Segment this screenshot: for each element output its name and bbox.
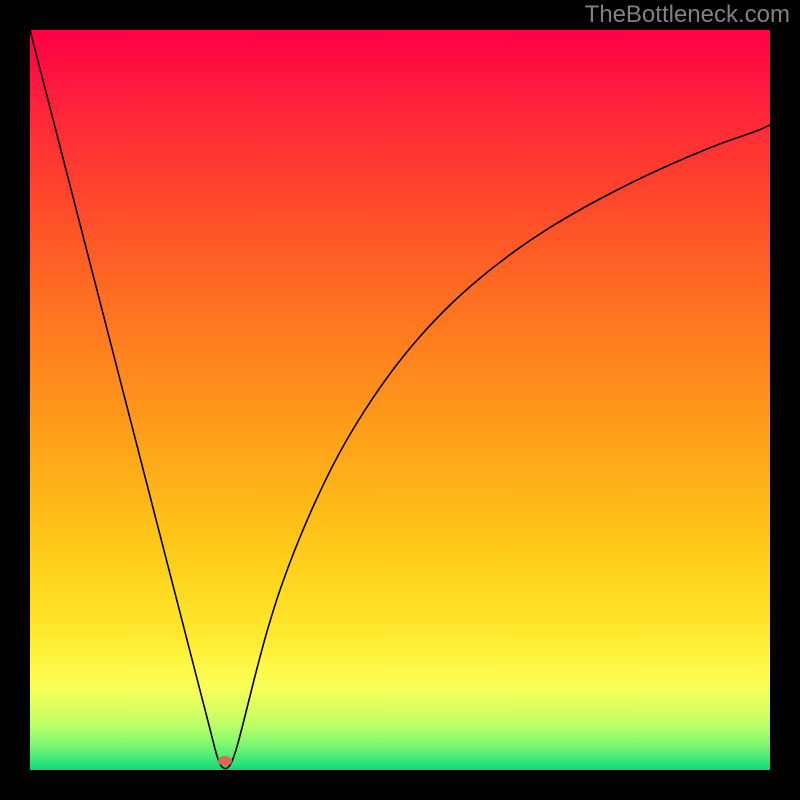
bottleneck-chart: TheBottleneck.com	[0, 0, 800, 800]
chart-gradient-background	[30, 30, 770, 770]
optimal-point-marker	[218, 756, 232, 766]
watermark-text: TheBottleneck.com	[585, 1, 790, 28]
